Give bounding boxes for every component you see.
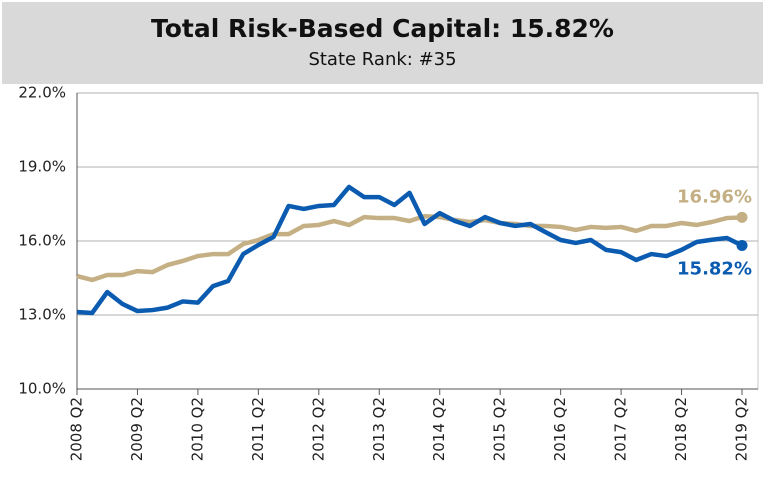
y-tick-label: 22.0% xyxy=(18,84,66,102)
series-line xyxy=(76,184,743,316)
x-tick-label: 2010 Q2 xyxy=(188,397,206,461)
x-tick-label: 2014 Q2 xyxy=(430,397,448,461)
x-tick-label: 2009 Q2 xyxy=(128,397,146,461)
x-tick-label: 2018 Q2 xyxy=(672,397,690,461)
chart-title: Total Risk-Based Capital: 15.82% xyxy=(151,14,614,43)
header: Total Risk-Based Capital: 15.82% State R… xyxy=(2,2,763,84)
value-label: 15.82% xyxy=(677,258,752,279)
end-marker xyxy=(736,239,748,251)
y-tick-label: 19.0% xyxy=(18,158,66,176)
x-tick-label: 2013 Q2 xyxy=(370,397,388,461)
x-tick-label: 2012 Q2 xyxy=(309,397,327,461)
chart-subtitle: State Rank: #35 xyxy=(308,49,457,70)
y-tick-label: 10.0% xyxy=(18,380,66,398)
x-tick-label: 2019 Q2 xyxy=(733,397,751,461)
x-tick-label: 2011 Q2 xyxy=(249,397,267,461)
x-tick-label: 2016 Q2 xyxy=(551,397,569,461)
end-marker xyxy=(736,211,748,223)
value-label: 16.96% xyxy=(677,186,752,207)
x-tick-label: 2017 Q2 xyxy=(612,397,630,461)
x-tick-label: 2015 Q2 xyxy=(491,397,509,461)
y-tick-label: 16.0% xyxy=(18,232,66,250)
x-tick-label: 2008 Q2 xyxy=(68,397,86,461)
series-line xyxy=(76,213,743,283)
y-tick-label: 13.0% xyxy=(18,306,66,324)
